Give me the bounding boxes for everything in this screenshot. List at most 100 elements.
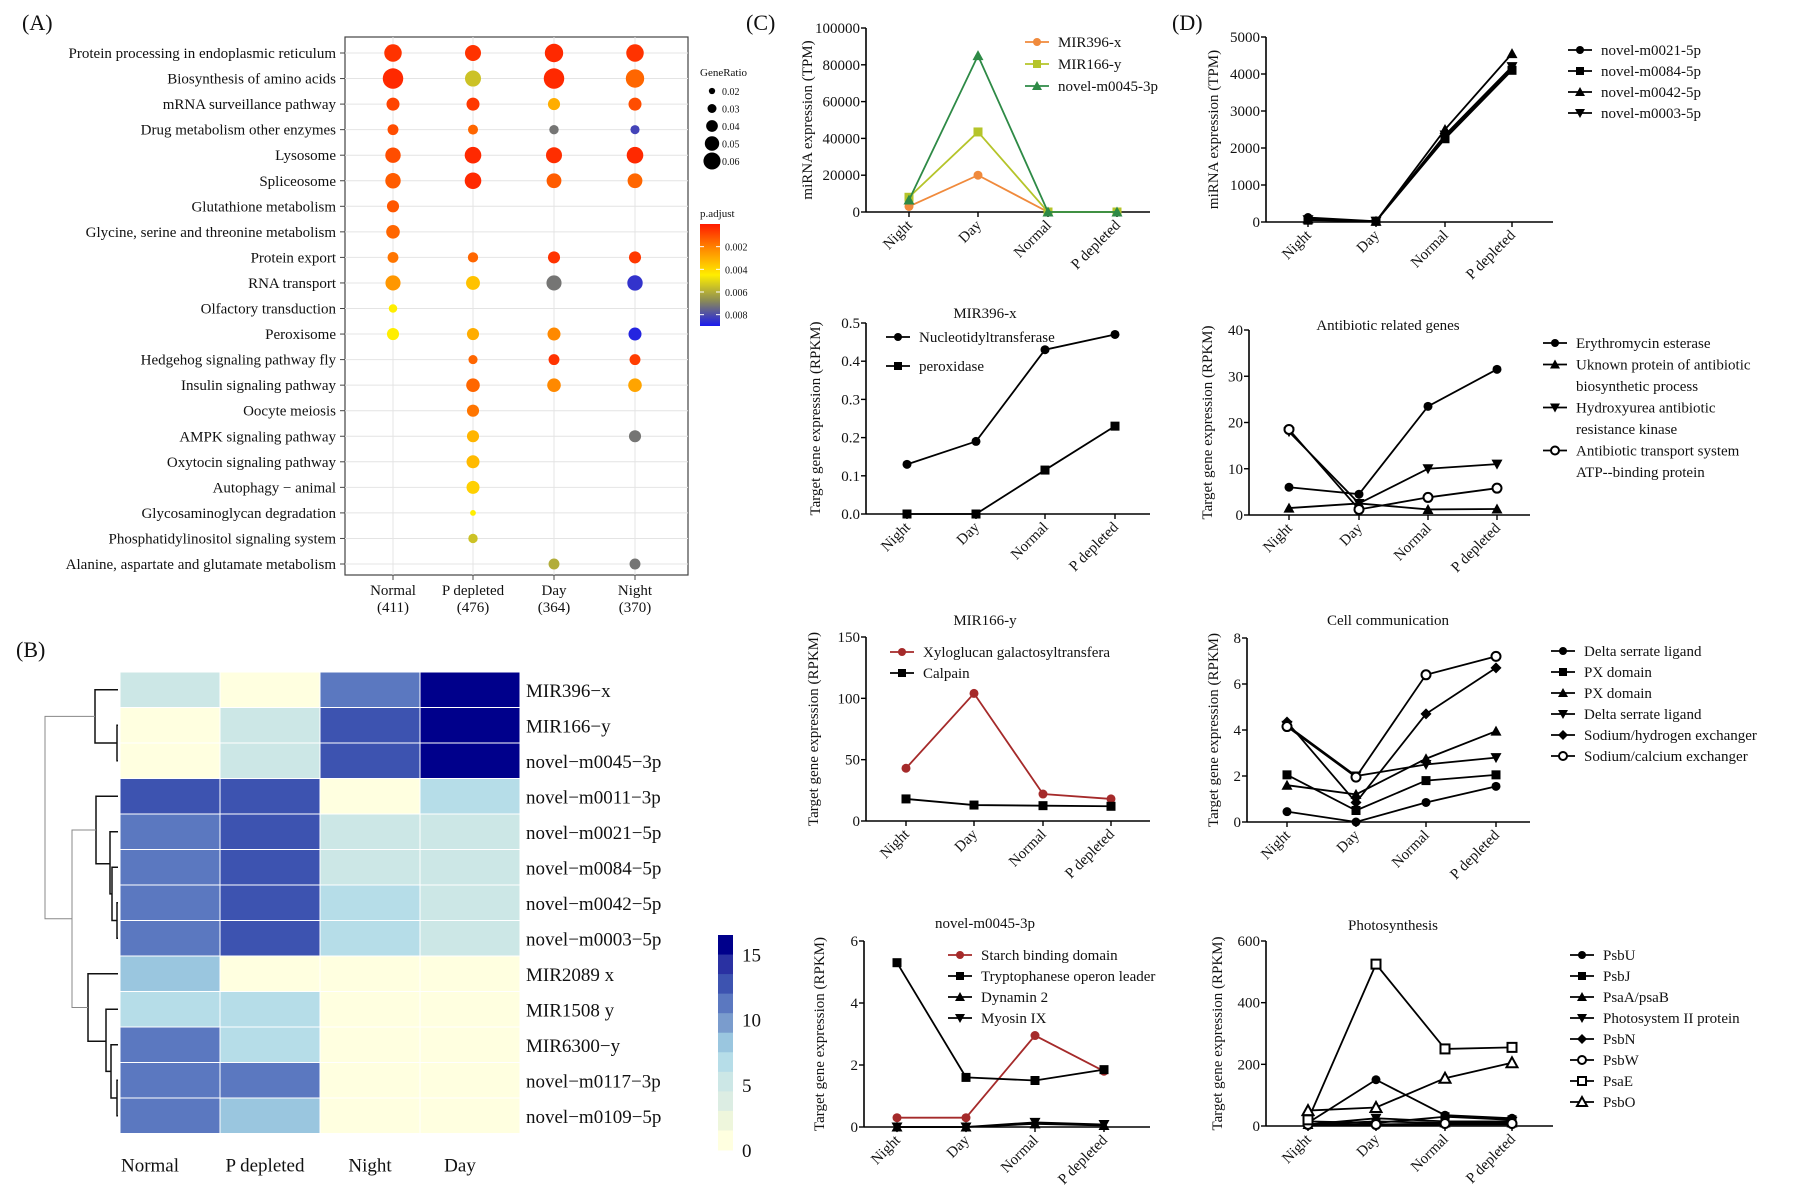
marker-circle: [894, 333, 902, 341]
legend-item: Xyloglucan galactosyltransfera: [890, 645, 1110, 661]
dot-point: [628, 327, 642, 341]
heatmap-cell: [119, 813, 221, 850]
legend-item: PsbJ: [1570, 969, 1631, 985]
chart-title: Photosynthesis: [1348, 918, 1438, 934]
heatmap-cell: [119, 920, 221, 957]
y-tick-label: 1000: [1230, 178, 1260, 194]
x-tick-label: P depleted: [442, 583, 505, 599]
legend-label: Antibiotic transport system: [1576, 444, 1740, 460]
dot-point: [465, 45, 481, 61]
y-tick-label: 0: [853, 205, 861, 221]
marker-triangle: [1032, 81, 1042, 90]
heatmap-cell: [219, 1062, 321, 1099]
legend-label: PsbU: [1603, 948, 1636, 964]
x-tick-label: Night: [618, 583, 653, 599]
legend-size-dot: [707, 104, 717, 113]
marker-circle: [1578, 951, 1586, 959]
chart-title: novel-m0045-3p: [935, 916, 1035, 932]
marker-circle: [1110, 329, 1120, 339]
y-tick-label: 6: [1234, 677, 1242, 693]
dot-point: [629, 354, 641, 366]
legend-label: Uknown protein of antibiotic: [1576, 358, 1751, 374]
marker-triangle-down: [1577, 1014, 1587, 1023]
marker-open-circle: [1439, 1118, 1451, 1130]
y-tick-label: 0.4: [841, 354, 860, 370]
series-4: [1281, 662, 1502, 808]
series-3: [1283, 423, 1503, 515]
dot-point: [466, 378, 480, 392]
legend-label: Xyloglucan galactosyltransfera: [923, 645, 1110, 661]
legend-label: PX domain: [1584, 665, 1652, 681]
marker-circle: [1576, 46, 1584, 54]
heatmap-row-label: MIR166−y: [526, 716, 611, 737]
legend-item: PX domain: [1551, 686, 1652, 702]
marker-triangle-down: [1575, 109, 1585, 118]
dot-point: [465, 70, 481, 87]
x-tick-label: P depleted: [1463, 227, 1519, 283]
heatmap-row-label: novel−m0042−5p: [526, 894, 661, 915]
series-1: [902, 421, 1120, 519]
marker-circle: [892, 1113, 902, 1123]
dot-point: [547, 327, 561, 341]
y-tick-label: 80000: [823, 58, 861, 74]
y-tick-label: 60000: [823, 95, 861, 111]
series-0: [1303, 63, 1517, 226]
pathway-label: Oocyte meiosis: [243, 404, 336, 420]
x-tick-count: (370): [619, 600, 652, 616]
heatmap-b: MIR396−x MIR166−y novel−m0045−3p novel−m001…: [44, 671, 761, 1177]
pathway-label: Protein processing in endoplasmic reticu…: [69, 46, 337, 62]
series-line: [1286, 785, 1497, 823]
x-tick-label: Night: [1279, 1131, 1315, 1167]
dot-point: [385, 275, 401, 291]
marker-square: [969, 800, 979, 810]
marker-triangle: [1042, 206, 1054, 217]
y-axis-label: Target gene expression (RPKM): [806, 632, 822, 826]
dot-point: [470, 510, 476, 516]
heatmap-cell: [319, 813, 421, 850]
dot-point: [466, 328, 480, 341]
pathway-label: Peroxisome: [265, 327, 336, 343]
heatmap-cell: [319, 778, 421, 815]
y-tick-label: 20000: [823, 168, 861, 184]
pathway-label: AMPK signaling pathway: [179, 429, 336, 445]
legend-item: novel-m0042-5p: [1568, 85, 1701, 101]
marker-square: [898, 669, 906, 677]
y-axis-label: Target gene expression (RPKM): [1206, 633, 1222, 827]
pathway-label: RNA transport: [248, 276, 337, 292]
dot-point: [386, 200, 400, 213]
series-line: [897, 1034, 1105, 1119]
y-axis-label: Target gene expression (RPKM): [1200, 325, 1216, 519]
dot-point: [468, 533, 478, 544]
marker-triangle: [1422, 503, 1434, 514]
x-tick-label: Day: [956, 217, 985, 246]
series-line: [1307, 67, 1513, 223]
marker-square: [1110, 421, 1120, 431]
x-tick-label: Night: [1258, 827, 1294, 863]
heatmap-cell: [119, 955, 221, 992]
line-chart-d3: 0 2 4 6 8 Night Day Normal P depleted Target gene…: [1206, 613, 1757, 883]
legend-color-label: 0.002: [725, 243, 748, 254]
y-tick-label: 0: [1253, 1119, 1261, 1135]
marker-diamond: [1558, 730, 1568, 740]
colorbar-segment: [718, 1110, 733, 1131]
line-chart-d4: 0 200 400 600 Night Day Normal P depleted Target…: [1210, 918, 1740, 1187]
marker-triangle-down: [1491, 459, 1503, 470]
marker-circle: [1033, 38, 1041, 46]
legend-size-label: 0.04: [722, 122, 740, 133]
x-tick-label: Normal: [1389, 828, 1433, 872]
dot-point: [466, 404, 480, 417]
marker-square: [1578, 972, 1586, 980]
marker-circle: [1354, 489, 1364, 499]
marker-open-square: [1577, 1076, 1587, 1086]
dot-point: [628, 97, 642, 111]
legend-item: PsbU: [1570, 948, 1636, 964]
dot-point: [466, 430, 480, 443]
heatmap-cell: [419, 742, 521, 779]
marker-triangle-down: [891, 1122, 903, 1133]
marker-triangle-down: [1422, 464, 1434, 475]
legend-label: Tryptophanese operon leader: [981, 969, 1155, 985]
series-5: [1281, 650, 1502, 783]
colorbar-segment: [718, 1091, 733, 1112]
x-tick-label: P depleted: [1068, 217, 1124, 273]
